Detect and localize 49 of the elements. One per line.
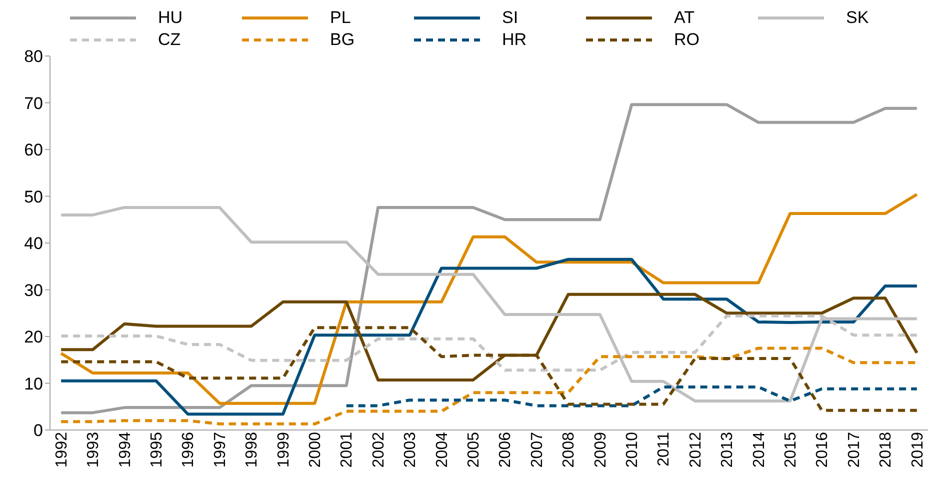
- x-tick-label: 2001: [338, 432, 356, 468]
- legend-label: AT: [674, 8, 694, 28]
- legend-label: HU: [158, 8, 183, 28]
- x-tick-label: 2010: [624, 432, 641, 468]
- x-tick-label: 2015: [782, 432, 800, 468]
- x-tick-label: 1999: [275, 432, 292, 468]
- line-series: [60, 103, 918, 414]
- legend-label: HR: [502, 30, 527, 50]
- x-tick-label: 2007: [528, 432, 546, 468]
- y-tick-label: 50: [24, 187, 43, 206]
- x-tick-label: 1996: [180, 432, 198, 468]
- x-tick-label: 2013: [719, 432, 736, 468]
- x-tick-label: 2012: [687, 432, 704, 468]
- x-tick-label: 2002: [370, 432, 388, 468]
- legend-label: SI: [502, 8, 518, 28]
- x-tick-label: 2008: [560, 432, 578, 468]
- legend-label: BG: [330, 30, 355, 50]
- legend-label: SK: [846, 8, 869, 28]
- x-tick-label: 1994: [116, 432, 134, 468]
- y-tick-label: 30: [24, 280, 43, 300]
- x-tick-label: 2011: [656, 432, 673, 466]
- x-tick-label: 1992: [53, 432, 70, 468]
- y-tick-label: 0: [34, 421, 43, 440]
- x-tick-label: 2016: [814, 432, 832, 468]
- y-tick-label: 10: [24, 374, 43, 394]
- legend-label: CZ: [158, 30, 181, 50]
- x-tick-label: 2009: [592, 432, 610, 468]
- x-tick-label: 1997: [212, 432, 229, 468]
- y-tick-label: 20: [24, 328, 43, 347]
- x-tick-label: 2018: [878, 432, 895, 468]
- x-tick-label: 1998: [244, 432, 261, 468]
- y-tick-label: 40: [24, 234, 43, 254]
- x-tick-label: 2005: [466, 432, 483, 468]
- line-series: [60, 258, 918, 416]
- x-tick-label: 2004: [434, 432, 451, 468]
- line-series: [344, 385, 918, 408]
- x-tick-label: 1993: [85, 432, 102, 468]
- x-tick-label: 2014: [750, 432, 768, 468]
- y-tick-label: 60: [24, 140, 43, 160]
- x-tick-label: 2017: [846, 432, 863, 468]
- x-tick-label: 2006: [497, 432, 514, 468]
- x-tick-label: 2003: [402, 432, 420, 468]
- x-tick-label: 1995: [148, 432, 166, 468]
- x-tick-label: 2000: [307, 432, 324, 468]
- legend-label: PL: [330, 8, 351, 28]
- legend-label: RO: [674, 30, 700, 50]
- y-tick-label: 80: [24, 47, 43, 66]
- x-tick-label: 2019: [909, 432, 926, 468]
- y-tick-label: 70: [24, 94, 43, 113]
